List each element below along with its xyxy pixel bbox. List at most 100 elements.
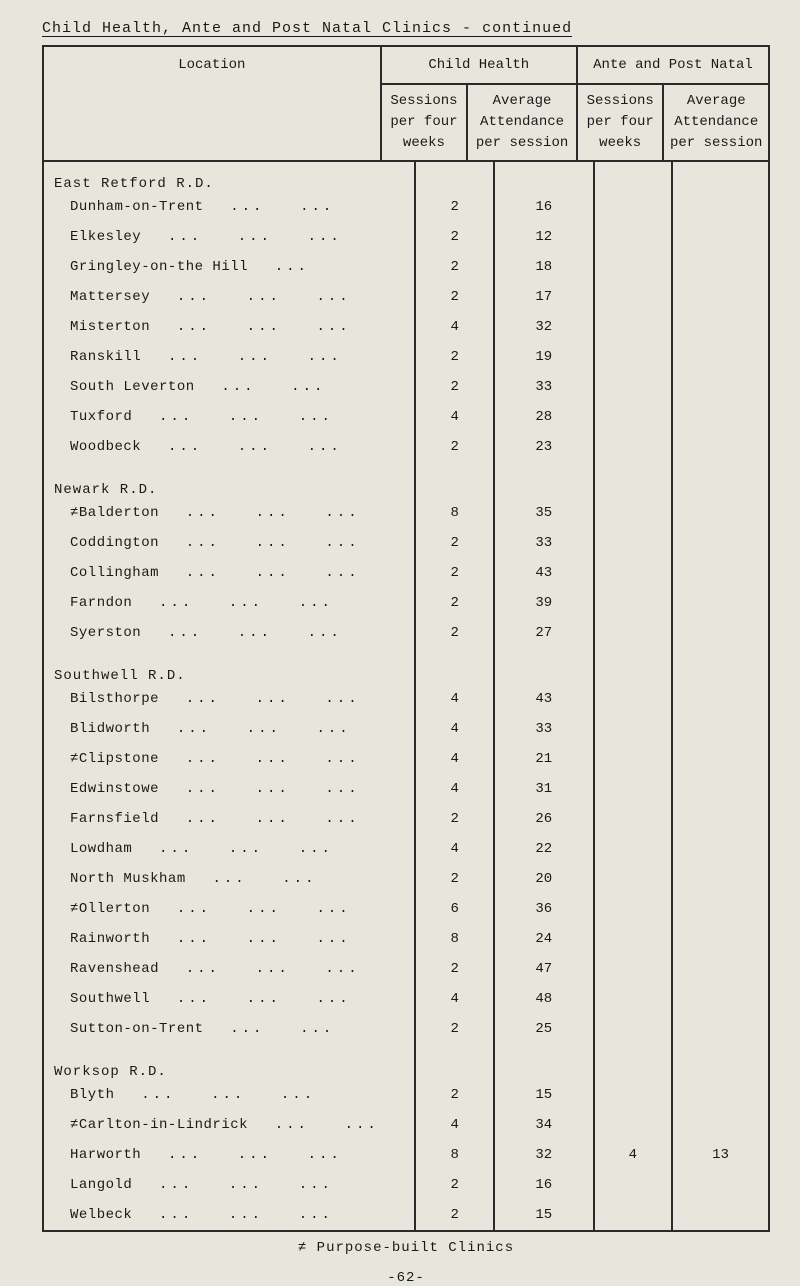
cell-sessions2: [594, 984, 672, 1014]
table-row: Gringley-on-the Hill ... 218: [44, 252, 768, 282]
cell-sessions2: [594, 804, 672, 834]
location-name: Blyth: [70, 1087, 115, 1103]
cell-sessions: 2: [415, 432, 493, 462]
col-group-ante-post: Ante and Post Natal: [577, 46, 769, 84]
cell-sessions: 2: [415, 528, 493, 558]
cell-avg: 19: [494, 342, 594, 372]
cell-sessions2: [594, 498, 672, 528]
cell-sessions: 6: [415, 894, 493, 924]
cell-sessions2: [594, 282, 672, 312]
cell-sessions: 2: [415, 1170, 493, 1200]
table-row: Farndon ... ... ... 239: [44, 588, 768, 618]
cell-avg: 20: [494, 864, 594, 894]
cell-sessions2: [594, 1014, 672, 1044]
cell-avg: 36: [494, 894, 594, 924]
cell-avg2: [672, 402, 768, 432]
cell-avg: 31: [494, 774, 594, 804]
cell-sessions2: [594, 1200, 672, 1230]
col-group-child-health: Child Health: [381, 46, 577, 84]
cell-avg: 33: [494, 372, 594, 402]
cell-avg: 27: [494, 618, 594, 648]
cell-sessions: 2: [415, 864, 493, 894]
cell-avg: 16: [494, 1170, 594, 1200]
cell-avg2: [672, 372, 768, 402]
cell-avg: 23: [494, 432, 594, 462]
cell-avg2: [672, 222, 768, 252]
table-row: Rainworth ... ... ... 824: [44, 924, 768, 954]
cell-sessions: 4: [415, 744, 493, 774]
location-name: South Leverton: [70, 379, 195, 395]
cell-avg: 24: [494, 924, 594, 954]
cell-avg: 48: [494, 984, 594, 1014]
table-row: Woodbeck ... ... ... 223: [44, 432, 768, 462]
cell-avg: 35: [494, 498, 594, 528]
cell-sessions: 4: [415, 312, 493, 342]
table-row: Elkesley ... ... ... 212: [44, 222, 768, 252]
cell-avg: 16: [494, 192, 594, 222]
cell-sessions: 2: [415, 1080, 493, 1110]
cell-avg2: [672, 714, 768, 744]
cell-avg2: [672, 894, 768, 924]
cell-sessions2: [594, 252, 672, 282]
cell-sessions: 2: [415, 558, 493, 588]
table-row: North Muskham ... ... 220: [44, 864, 768, 894]
location-name: Tuxford: [70, 409, 132, 425]
page-number: -62-: [42, 1270, 770, 1286]
cell-avg2: [672, 984, 768, 1014]
page-title: Child Health, Ante and Post Natal Clinic…: [42, 20, 770, 37]
location-name: Dunham-on-Trent: [70, 199, 204, 215]
cell-sessions2: [594, 528, 672, 558]
cell-sessions2: [594, 618, 672, 648]
cell-sessions2: [594, 774, 672, 804]
table-row: Southwell ... ... ... 448: [44, 984, 768, 1014]
cell-avg2: [672, 954, 768, 984]
table-row: Blidworth ... ... ... 433: [44, 714, 768, 744]
cell-sessions: 4: [415, 834, 493, 864]
table-row: Farnsfield ... ... ... 226: [44, 804, 768, 834]
cell-sessions: 4: [415, 1110, 493, 1140]
cell-sessions: 4: [415, 714, 493, 744]
cell-sessions2: [594, 192, 672, 222]
table-row: Harworth ... ... ... 832413: [44, 1140, 768, 1170]
inner-table: East Retford R.D.Dunham-on-Trent ... ...…: [44, 162, 768, 1230]
location-name: Misterton: [70, 319, 150, 335]
cell-avg2: [672, 924, 768, 954]
cell-avg: 25: [494, 1014, 594, 1044]
cell-avg: 17: [494, 282, 594, 312]
cell-avg2: [672, 1014, 768, 1044]
cell-sessions2: [594, 954, 672, 984]
table-group-header: Location Child Health Ante and Post Nata…: [43, 46, 769, 84]
cell-sessions2: [594, 342, 672, 372]
section-header: East Retford R.D.: [44, 162, 768, 192]
cell-avg: 15: [494, 1080, 594, 1110]
cell-avg: 39: [494, 588, 594, 618]
col-average-1: Average Attendance per session: [467, 84, 577, 161]
cell-avg2: [672, 498, 768, 528]
cell-avg: 22: [494, 834, 594, 864]
cell-avg2: [672, 558, 768, 588]
cell-avg2: [672, 1080, 768, 1110]
cell-sessions: 8: [415, 924, 493, 954]
table-row: Misterton ... ... ... 432: [44, 312, 768, 342]
col-sessions-1: Sessions per four weeks: [381, 84, 468, 161]
location-name: Blidworth: [70, 721, 150, 737]
location-name: Gringley-on-the Hill: [70, 259, 248, 275]
cell-avg2: [672, 1170, 768, 1200]
cell-sessions: 4: [415, 684, 493, 714]
cell-avg2: 13: [672, 1140, 768, 1170]
cell-sessions2: [594, 894, 672, 924]
table-row: Blyth ... ... ... 215: [44, 1080, 768, 1110]
cell-avg: 18: [494, 252, 594, 282]
location-name: Lowdham: [70, 841, 132, 857]
location-name: Sutton-on-Trent: [70, 1021, 204, 1037]
cell-sessions2: [594, 1170, 672, 1200]
location-name: Farndon: [70, 595, 132, 611]
cell-avg2: [672, 744, 768, 774]
table-row: ≠Ollerton ... ... ... 636: [44, 894, 768, 924]
footnote: ≠ Purpose-built Clinics: [42, 1240, 770, 1256]
cell-avg2: [672, 192, 768, 222]
cell-sessions2: [594, 588, 672, 618]
cell-avg2: [672, 774, 768, 804]
clinics-table: Location Child Health Ante and Post Nata…: [42, 45, 770, 1232]
col-average-2: Average Attendance per session: [663, 84, 769, 161]
